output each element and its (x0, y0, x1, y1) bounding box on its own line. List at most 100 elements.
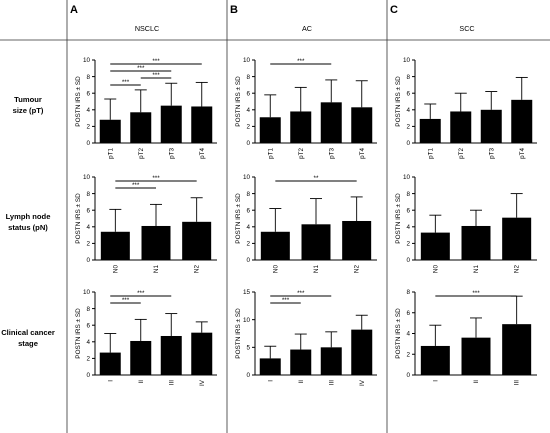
y-tick-label: 10 (243, 317, 251, 324)
x-tick-label: pT2 (138, 148, 145, 159)
y-tick-label: 2 (86, 241, 90, 248)
x-tick-label: II (138, 380, 145, 384)
row-label-tumour-size-line1: Tumour (14, 95, 42, 104)
y-tick-label: 8 (86, 306, 90, 313)
significance-label: ** (314, 175, 319, 182)
y-tick-label: 0 (86, 372, 90, 379)
y-tick-label: 2 (86, 124, 90, 131)
y-tick-label: 4 (86, 107, 90, 114)
y-tick-label: 0 (246, 140, 250, 147)
bar (100, 231, 130, 260)
chart-a-pt: 0 2 4 6 8 10 POSTN IRS ± SD pT1 pT2 pT3 pT4 *** *** *… (75, 57, 217, 159)
x-tick-label: N2 (354, 265, 361, 274)
y-tick-label: 4 (86, 224, 90, 231)
y-tick-label: 10 (403, 174, 411, 181)
x-tick-label: pT1 (107, 148, 114, 159)
bar (502, 217, 532, 260)
y-tick-label: 6 (86, 90, 90, 97)
y-tick-label: 0 (406, 257, 410, 264)
significance-label: *** (132, 182, 140, 189)
y-tick-label: 0 (406, 372, 410, 379)
chart-c-pt: 0 2 4 6 8 10 POSTN IRS ± SD pT1 pT2 pT3 pT4 (395, 57, 537, 159)
y-tick-label: 0 (246, 257, 250, 264)
chart-b-pn: 0 2 4 6 8 10 POSTN IRS ± SD N0 N1 N2 ** (235, 174, 377, 273)
panel-letter-b: B (230, 4, 238, 16)
bar (420, 232, 450, 260)
y-tick-label: 8 (246, 74, 250, 81)
bar (420, 345, 450, 375)
bar (260, 231, 290, 260)
x-tick-label: pT3 (328, 148, 335, 159)
bar (160, 105, 182, 143)
significance-label: *** (152, 72, 160, 79)
x-tick-label: N2 (194, 265, 201, 274)
bar (461, 337, 491, 375)
bar (160, 335, 182, 375)
significance-label: *** (152, 175, 160, 182)
x-tick-label: N1 (153, 265, 160, 274)
y-tick-label: 6 (406, 90, 410, 97)
significance-label: *** (122, 79, 130, 86)
significance-label: *** (297, 58, 305, 65)
y-tick-label: 2 (246, 241, 250, 248)
y-axis-label: POSTN IRS ± SD (75, 76, 82, 127)
y-tick-label: 8 (86, 74, 90, 81)
panel-title-c: SCC (459, 24, 474, 33)
bar (502, 324, 532, 375)
x-tick-label: pT3 (488, 148, 495, 159)
y-tick-label: 4 (246, 224, 250, 231)
panel-letter-a: A (70, 4, 78, 16)
y-axis-label: POSTN IRS ± SD (395, 193, 402, 244)
bar (191, 332, 213, 375)
y-tick-label: 2 (406, 351, 410, 358)
x-tick-label: III (168, 380, 175, 385)
y-tick-label: 6 (86, 207, 90, 214)
x-tick-label: I (267, 380, 274, 382)
y-tick-label: 10 (83, 289, 91, 296)
y-tick-label: 4 (406, 107, 410, 114)
significance-label: *** (297, 290, 305, 297)
bar (320, 102, 342, 143)
y-axis-label: POSTN IRS ± SD (395, 308, 402, 359)
significance-label: *** (282, 297, 290, 304)
y-tick-label: 10 (243, 174, 251, 181)
significance-label: *** (137, 290, 145, 297)
x-tick-label: IV (199, 379, 206, 386)
bar (511, 99, 533, 143)
x-tick-label: pT4 (519, 148, 526, 159)
x-tick-label: N1 (473, 265, 480, 274)
y-tick-label: 6 (246, 207, 250, 214)
row-label-clinical-line1: Clinical cancer (1, 328, 55, 337)
chart-b-pt: 0 2 4 6 8 10 POSTN IRS ± SD pT1 pT2 pT3 pT4 *** (235, 57, 377, 159)
y-tick-label: 10 (83, 174, 91, 181)
y-tick-label: 0 (406, 140, 410, 147)
chart-a-pn: 0 2 4 6 8 10 POSTN IRS ± SD N0 N1 N2 *** *** (75, 174, 217, 273)
x-tick-label: N2 (514, 265, 521, 274)
row-label-clinical-line2: stage (18, 339, 38, 348)
y-axis-label: POSTN IRS ± SD (395, 76, 402, 127)
x-tick-label: pT1 (267, 148, 274, 159)
y-axis-label: POSTN IRS ± SD (235, 308, 242, 359)
y-tick-label: 2 (86, 356, 90, 363)
bar (351, 329, 373, 375)
y-tick-label: 8 (406, 289, 410, 296)
bar (419, 118, 441, 143)
x-tick-label: N0 (112, 265, 119, 274)
x-tick-label: III (514, 380, 521, 385)
bar (259, 358, 281, 375)
bar (191, 106, 213, 143)
x-tick-label: N0 (432, 265, 439, 274)
y-tick-label: 6 (406, 207, 410, 214)
y-tick-label: 0 (86, 140, 90, 147)
y-tick-label: 8 (406, 191, 410, 198)
y-tick-label: 6 (86, 322, 90, 329)
y-axis-label: POSTN IRS ± SD (75, 193, 82, 244)
y-axis-label: POSTN IRS ± SD (75, 308, 82, 359)
bar (290, 111, 312, 143)
y-tick-label: 10 (83, 57, 91, 64)
y-tick-label: 4 (86, 339, 90, 346)
